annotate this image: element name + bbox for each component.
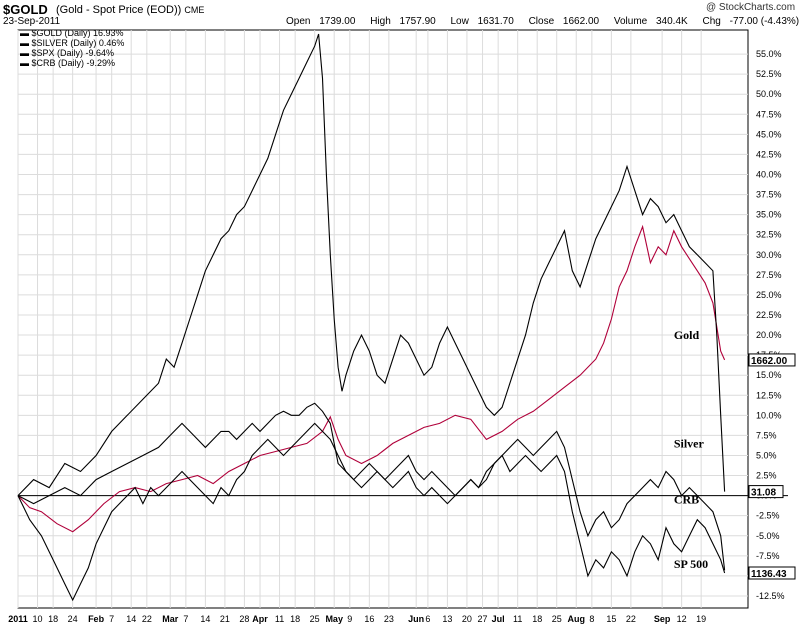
x-tick-label: 27 (478, 614, 488, 624)
y-tick-label: 5.0% (756, 450, 777, 460)
y-tick-label: 27.5% (756, 270, 782, 280)
x-tick-label: 10 (33, 614, 43, 624)
x-tick-label: 21 (220, 614, 230, 624)
y-tick-label: 2.5% (756, 471, 777, 481)
y-tick-label: 15.0% (756, 370, 782, 380)
end-value-label: 31.08 (751, 488, 776, 499)
change-value: Chg -77.00 (-4.43%) (702, 16, 800, 27)
legend-entry-crb: ▬ $CRB (Daily) -9.29% (20, 58, 116, 68)
x-tick-label: 16 (364, 614, 374, 624)
x-tick-label: 13 (442, 614, 452, 624)
x-tick-label: 6 (425, 614, 430, 624)
close-value: Close 1662.00 (528, 16, 600, 27)
low-value: Low 1631.70 (450, 16, 514, 27)
y-tick-label: 45.0% (756, 129, 782, 139)
x-tick-label: 22 (626, 614, 636, 624)
y-tick-label: 50.0% (756, 89, 782, 99)
legend-entry-silver: ▬ $SILVER (Daily) 0.46% (20, 38, 125, 48)
x-tick-label: 7 (183, 614, 188, 624)
x-tick-label: Feb (88, 614, 105, 624)
legend: ▬ $GOLD (Daily) 16.93% ▬ $SILVER (Daily)… (20, 28, 124, 68)
ticker-symbol: $GOLD (3, 2, 48, 17)
y-tick-label: -7.5% (756, 551, 780, 561)
x-tick-label: Jun (408, 614, 424, 624)
x-tick-label: 14 (126, 614, 136, 624)
x-tick-label: 18 (48, 614, 58, 624)
y-tick-label: 40.0% (756, 170, 782, 180)
x-tick-label: 11 (513, 614, 522, 624)
y-tick-label: 30.0% (756, 250, 782, 260)
series-annotation: Gold (674, 328, 700, 342)
series-annotation: CRB (674, 493, 699, 507)
y-tick-label: 12.5% (756, 390, 782, 400)
x-tick-label: Mar (162, 614, 179, 624)
series-annotation: Silver (674, 436, 705, 450)
x-tick-label: May (325, 614, 343, 624)
instrument-name: (Gold - Spot Price (EOD)) CME (56, 4, 205, 16)
x-tick-label: Sep (654, 614, 671, 624)
plot-area (17, 29, 749, 609)
y-tick-label: 20.0% (756, 330, 782, 340)
legend-entry-gold: ▬ $GOLD (Daily) 16.93% (20, 28, 124, 38)
series-line-silver (17, 33, 726, 496)
y-tick-label: 22.5% (756, 310, 782, 320)
y-tick-label: -2.5% (756, 511, 780, 521)
watermark: @ StockCharts.com (706, 2, 796, 13)
x-tick-label: 19 (696, 614, 706, 624)
y-tick-label: -12.5% (756, 591, 785, 601)
x-tick-label: Jul (492, 614, 505, 624)
legend-entry-spx: ▬ $SPX (Daily) -9.64% (20, 48, 115, 58)
x-tick-label: 22 (142, 614, 152, 624)
series-line-crb (17, 402, 726, 571)
x-tick-label: 11 (275, 614, 284, 624)
y-tick-label: 47.5% (756, 109, 782, 119)
y-tick-label: 55.0% (756, 49, 782, 59)
x-tick-label: 15 (606, 614, 616, 624)
series-line-sp-500 (17, 422, 726, 602)
open-value: Open 1739.00 (286, 16, 356, 27)
end-value-label: 1662.00 (751, 356, 788, 367)
y-tick-label: 7.5% (756, 430, 777, 440)
x-tick-label: Aug (567, 614, 585, 624)
x-tick-label: 12 (677, 614, 687, 624)
end-value-box (748, 566, 796, 580)
x-tick-label: 7 (109, 614, 114, 624)
y-tick-label: 42.5% (756, 149, 782, 159)
x-tick-label: 18 (532, 614, 542, 624)
x-tick-label: 9 (347, 614, 352, 624)
y-tick-label: 52.5% (756, 69, 782, 79)
x-tick-label: 18 (290, 614, 300, 624)
volume-value: Volume 340.4K (613, 16, 688, 27)
x-tick-label: 20 (462, 614, 472, 624)
end-value-box (748, 485, 784, 499)
y-tick-label: 32.5% (756, 230, 782, 240)
x-tick-label: 2011 (8, 614, 28, 624)
x-tick-label: Apr (252, 614, 268, 624)
chart-date: 23-Sep-2011 (3, 16, 61, 27)
series-annotation: SP 500 (674, 557, 708, 571)
x-tick-label: 14 (200, 614, 210, 624)
high-value: High 1757.90 (370, 16, 436, 27)
x-tick-label: 8 (589, 614, 594, 624)
x-tick-label: 23 (384, 614, 394, 624)
end-value-box (748, 353, 796, 367)
end-value-label: 1136.43 (751, 569, 787, 580)
x-tick-label: 28 (239, 614, 249, 624)
y-tick-label: 10.0% (756, 410, 782, 420)
x-tick-label: 25 (310, 614, 320, 624)
y-tick-label: 37.5% (756, 190, 782, 200)
x-tick-label: 24 (68, 614, 78, 624)
y-tick-label: 25.0% (756, 290, 782, 300)
y-tick-label: -5.0% (756, 531, 780, 541)
ohlc-readout: Open 1739.00 High 1757.90 Low 1631.70 Cl… (286, 16, 800, 27)
series-line-gold (17, 224, 726, 533)
y-tick-label: 35.0% (756, 210, 782, 220)
x-tick-label: 25 (552, 614, 562, 624)
